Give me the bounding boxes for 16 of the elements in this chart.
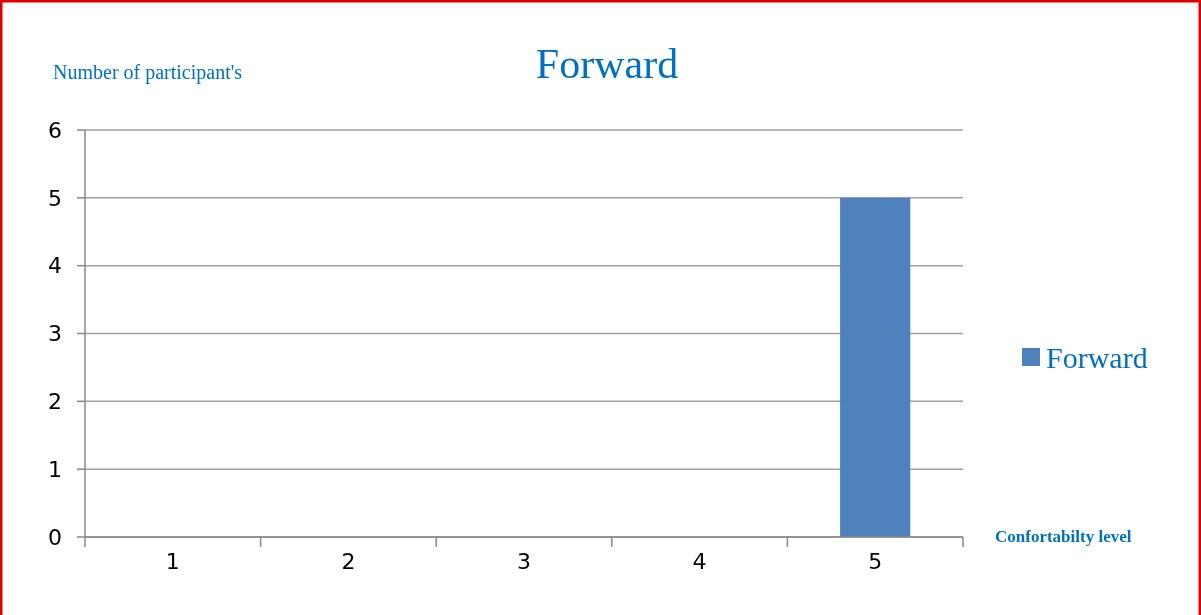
y-tick-label: 1 (48, 456, 62, 482)
legend-label: Forward (1046, 340, 1148, 374)
y-tick-label: 6 (48, 117, 62, 143)
y-tick-label: 0 (48, 524, 62, 550)
x-tick-label: 5 (868, 548, 883, 574)
x-tick-label: 3 (517, 548, 531, 574)
x-tick-label: 2 (341, 548, 356, 574)
y-tick-label: 2 (48, 389, 62, 415)
x-axis-title: Confortabilty level (995, 527, 1132, 546)
chart-title: Forward (535, 41, 679, 87)
y-axis-title: Number of participant's (53, 61, 243, 84)
y-tick-label: 4 (48, 253, 62, 279)
x-tick-label: 4 (692, 548, 707, 574)
y-tick-label: 5 (48, 185, 62, 211)
x-tick-label: 1 (165, 548, 180, 574)
y-tick-label: 3 (48, 321, 62, 347)
